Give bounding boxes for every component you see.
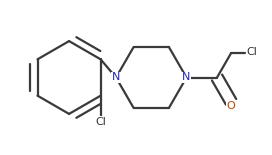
Text: O: O bbox=[227, 101, 236, 111]
Text: N: N bbox=[182, 73, 191, 82]
Text: Cl: Cl bbox=[246, 47, 257, 57]
Text: N: N bbox=[112, 73, 120, 82]
Text: Cl: Cl bbox=[95, 117, 106, 126]
